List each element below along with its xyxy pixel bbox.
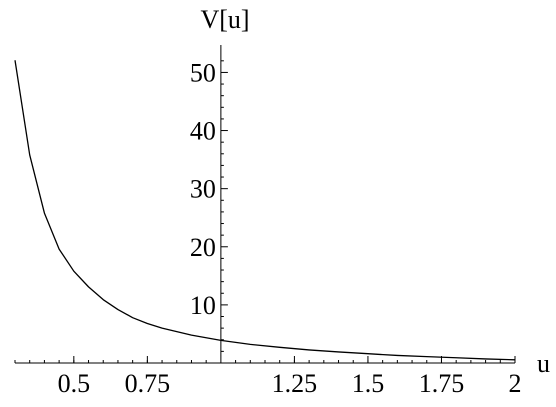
x-tick-label: 1.5: [352, 369, 385, 398]
x-tick-label: 1.75: [419, 369, 465, 398]
y-tick-label: 40: [190, 117, 216, 146]
x-axis-label: u: [537, 349, 550, 378]
x-tick-label: 1.25: [272, 369, 318, 398]
series-line: [14, 60, 516, 361]
y-tick-label: 20: [190, 233, 216, 262]
plot-area: [14, 60, 516, 361]
x-tick-label: 0.5: [58, 369, 91, 398]
y-axis-label: V[u]: [200, 5, 249, 34]
x-tick-label: 0.75: [125, 369, 171, 398]
x-tick-label: 2: [509, 369, 522, 398]
x-axis: 0.5 0.75 1.25 1.5 1.75 2: [14, 356, 522, 398]
y-tick-label: 30: [190, 175, 216, 204]
y-tick-label: 10: [190, 291, 216, 320]
y-axis: 10 20 30 40 50: [190, 45, 228, 363]
y-tick-label: 50: [190, 58, 216, 87]
